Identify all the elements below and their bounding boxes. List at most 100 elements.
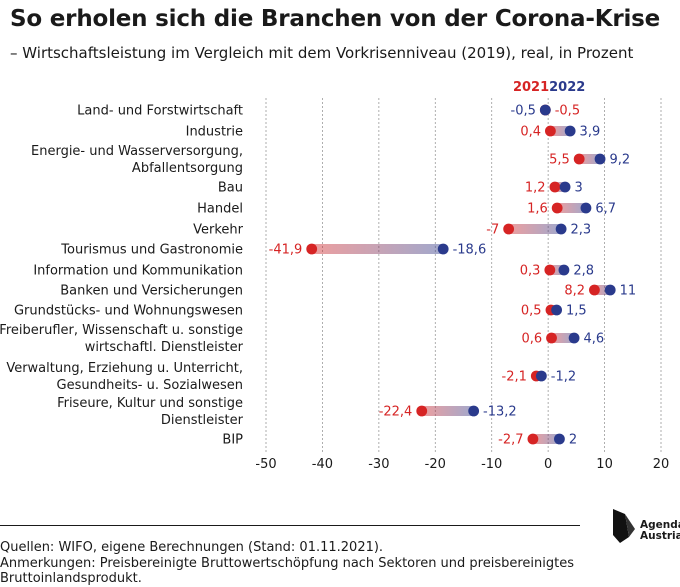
- footer-notes: Quellen: WIFO, eigene Berechnungen (Stan…: [0, 540, 600, 587]
- range-bar: [532, 434, 560, 444]
- category-label: Freiberufler, Wissenschaft u. sonstige: [0, 323, 243, 338]
- legend-layer: 2021 2022: [513, 80, 585, 95]
- dot-2022: [468, 405, 480, 417]
- range-bar: [550, 126, 571, 136]
- value-label-2022: -13,2: [483, 405, 517, 420]
- value-label-2021: 1,6: [527, 202, 548, 217]
- value-label-2022: 4,6: [584, 332, 605, 347]
- range-bar: [594, 285, 611, 295]
- x-tick-label: 0: [544, 457, 552, 472]
- footer-divider: [0, 525, 580, 526]
- dot-2021: [551, 202, 563, 214]
- sources-text: Quellen: WIFO, eigene Berechnungen (Stan…: [0, 540, 384, 555]
- dot-2021: [546, 332, 557, 344]
- value-label-2021: 0,5: [521, 304, 542, 319]
- value-label-2022: -1,2: [551, 370, 576, 385]
- dot-2022: [558, 264, 570, 276]
- dot-2022: [604, 284, 616, 296]
- dot-2022: [551, 304, 563, 316]
- category-label: Friseure, Kultur und sonstige: [57, 396, 243, 411]
- value-label-2021: 1,2: [525, 181, 546, 196]
- value-label-2022: 6,7: [595, 202, 616, 217]
- logo-text-line2: Austria: [640, 530, 680, 542]
- category-label: Abfallentsorgung: [132, 161, 243, 176]
- dot-2021: [549, 181, 561, 193]
- range-bar: [549, 265, 564, 275]
- dot-2021: [545, 125, 556, 137]
- dot-2022: [580, 202, 592, 214]
- range-bar: [551, 333, 575, 343]
- chart-title: So erholen sich die Branchen von der Cor…: [10, 6, 661, 32]
- notes-text-line2: Bruttoinlandsprodukt.: [0, 571, 142, 586]
- agenda-austria-logo: [613, 509, 635, 543]
- value-label-2022: 11: [620, 284, 637, 299]
- dot-2021: [306, 243, 318, 255]
- dot-2021: [527, 433, 539, 445]
- dot-2022: [437, 243, 449, 255]
- value-label-2021: -2,7: [498, 433, 523, 448]
- dumbbell-chart: -0,5 -0,5 0,4 3,9 5,5 9,2 1,2 3 1,6 6,7 -7 2,3 -41,9…: [0, 80, 669, 473]
- label-layer: -0,5 -0,5 0,4 3,9 5,5 9,2 1,2 3 1,6 6,7 -7 2,3 -41,9…: [269, 104, 636, 448]
- dot-2022: [594, 153, 606, 165]
- category-label: Land- und Forstwirtschaft: [77, 104, 243, 119]
- value-label-2021: -22,4: [379, 405, 413, 420]
- value-label-2021: 0,3: [520, 264, 541, 279]
- value-label-2022: 3,9: [580, 125, 601, 140]
- dot-2022: [564, 125, 576, 137]
- notes-text-line1: Anmerkungen: Preisbereinigte Bruttowerts…: [0, 555, 575, 571]
- dot-2021: [503, 223, 515, 235]
- x-tick-label: -20: [425, 457, 446, 472]
- value-label-2021: 0,6: [521, 332, 542, 347]
- category-label: Industrie: [186, 125, 243, 140]
- range-bar: [557, 203, 586, 213]
- value-label-2021: -41,9: [269, 243, 303, 258]
- value-label-2021: 0,4: [520, 125, 541, 140]
- category-label: Gesundheits- u. Sozialwesen: [57, 378, 243, 393]
- dot-2022: [559, 181, 571, 193]
- dot-2022: [568, 332, 580, 344]
- category-label: Verkehr: [193, 223, 244, 238]
- value-label-2022: 2: [569, 433, 577, 448]
- grid-layer: [265, 98, 662, 452]
- value-label-2021: 8,2: [564, 284, 585, 299]
- value-label-2022: 3: [574, 181, 582, 196]
- category-label: Dienstleister: [161, 413, 244, 428]
- x-tick-label: -10: [481, 457, 502, 472]
- dot-2021: [589, 284, 600, 296]
- legend-2022: 2022: [549, 80, 585, 95]
- category-label: Tourismus und Gastronomie: [60, 243, 243, 258]
- dot-2022: [554, 433, 565, 445]
- x-tick-label: -50: [255, 457, 276, 472]
- range-bar: [421, 406, 474, 416]
- value-label-2021: 5,5: [549, 153, 570, 168]
- dot-2021: [573, 153, 585, 165]
- dot-2022: [555, 223, 567, 235]
- x-tick-label: -30: [368, 457, 389, 472]
- range-bar: [579, 154, 601, 164]
- logo-text-line1: Agenda: [640, 519, 680, 531]
- value-label-2022: -0,5: [511, 104, 536, 119]
- category-label: Handel: [197, 202, 243, 217]
- value-label-2022: 9,2: [609, 153, 630, 168]
- dot-2022: [535, 370, 547, 382]
- category-label: wirtschaftl. Dienstleister: [85, 340, 244, 355]
- category-label: Energie- und Wasserversorgung,: [31, 144, 243, 159]
- value-label-2022: -18,6: [453, 243, 487, 258]
- x-tick-label: 10: [596, 457, 613, 472]
- chart-subtitle: – Wirtschaftsleistung im Vergleich mit d…: [10, 44, 634, 62]
- x-tick-label: -40: [312, 457, 333, 472]
- value-label-2021: -0,5: [555, 104, 580, 119]
- range-bar: [311, 244, 444, 254]
- value-label-2021: -7: [486, 223, 499, 238]
- value-label-2022: 1,5: [566, 304, 587, 319]
- axis-layer: -50 -40 -30 -20 -10 0 10 20 Land- und Forstwirts…: [0, 104, 669, 473]
- dot-2021: [416, 405, 428, 417]
- value-label-2022: 2,8: [573, 264, 594, 279]
- range-bar: [508, 224, 562, 234]
- x-tick-label: 20: [653, 457, 670, 472]
- category-label: Banken und Versicherungen: [60, 284, 243, 299]
- category-label: Verwaltung, Erziehung u. Unterricht,: [6, 361, 243, 376]
- category-label: Bau: [218, 181, 243, 196]
- category-label: BIP: [222, 433, 243, 448]
- value-label-2022: 2,3: [571, 223, 592, 238]
